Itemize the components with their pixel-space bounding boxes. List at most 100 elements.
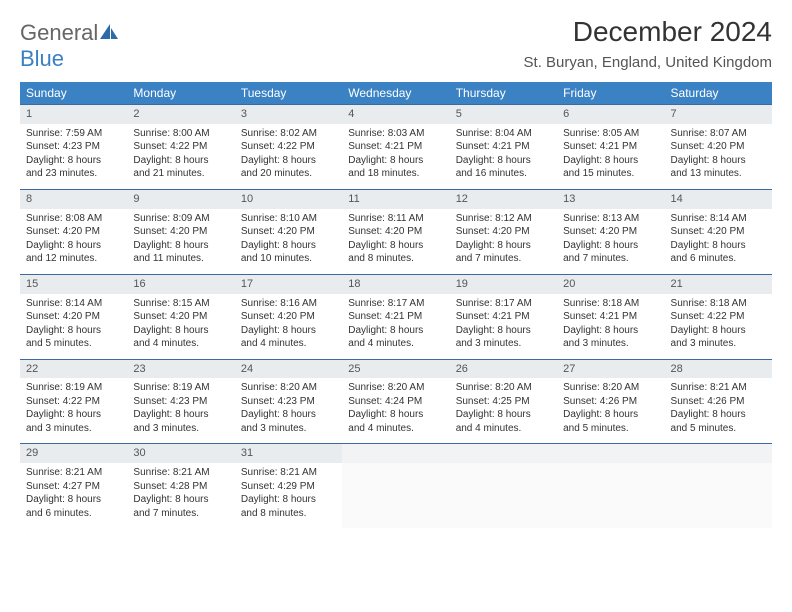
daylight-text: and 20 minutes. — [241, 167, 336, 181]
daylight-text: and 3 minutes. — [133, 422, 228, 436]
day-number-cell: 10 — [235, 189, 342, 208]
sunset-text: Sunset: 4:20 PM — [671, 140, 766, 154]
sunrise-text: Sunrise: 8:00 AM — [133, 127, 228, 141]
dow-header: Thursday — [450, 82, 557, 105]
daylight-text: and 8 minutes. — [241, 507, 336, 521]
daylight-text: Daylight: 8 hours — [26, 154, 121, 168]
daylight-text: and 7 minutes. — [563, 252, 658, 266]
daylight-text: and 5 minutes. — [26, 337, 121, 351]
sunrise-text: Sunrise: 8:04 AM — [456, 127, 551, 141]
sunset-text: Sunset: 4:22 PM — [26, 395, 121, 409]
day-number-cell: 31 — [235, 444, 342, 463]
sunset-text: Sunset: 4:21 PM — [348, 310, 443, 324]
day-details-cell: Sunrise: 8:21 AMSunset: 4:26 PMDaylight:… — [665, 378, 772, 444]
day-number-cell: 24 — [235, 359, 342, 378]
day-details-cell: Sunrise: 7:59 AMSunset: 4:23 PMDaylight:… — [20, 124, 127, 190]
daylight-text: Daylight: 8 hours — [563, 324, 658, 338]
brand-part1: General — [20, 20, 98, 45]
daylight-text: and 18 minutes. — [348, 167, 443, 181]
day-number-cell: 15 — [20, 274, 127, 293]
day-details-cell: Sunrise: 8:04 AMSunset: 4:21 PMDaylight:… — [450, 124, 557, 190]
day-number-cell: 14 — [665, 189, 772, 208]
day-number-cell: 7 — [665, 105, 772, 124]
day-number-cell: 27 — [557, 359, 664, 378]
dow-header: Wednesday — [342, 82, 449, 105]
daylight-text: and 3 minutes. — [563, 337, 658, 351]
day-number-cell: 3 — [235, 105, 342, 124]
day-details-cell: Sunrise: 8:07 AMSunset: 4:20 PMDaylight:… — [665, 124, 772, 190]
calendar-body: 1234567Sunrise: 7:59 AMSunset: 4:23 PMDa… — [20, 105, 772, 529]
day-details-cell: Sunrise: 8:20 AMSunset: 4:24 PMDaylight:… — [342, 378, 449, 444]
sunset-text: Sunset: 4:20 PM — [241, 225, 336, 239]
sunrise-text: Sunrise: 8:14 AM — [671, 212, 766, 226]
day-number-cell: 21 — [665, 274, 772, 293]
daylight-text: and 3 minutes. — [456, 337, 551, 351]
day-number-cell: 6 — [557, 105, 664, 124]
daylight-text: Daylight: 8 hours — [456, 239, 551, 253]
daylight-text: and 12 minutes. — [26, 252, 121, 266]
day-details-cell: Sunrise: 8:18 AMSunset: 4:22 PMDaylight:… — [665, 294, 772, 360]
sunset-text: Sunset: 4:22 PM — [133, 140, 228, 154]
week-daynum-row: 22232425262728 — [20, 359, 772, 378]
sunset-text: Sunset: 4:22 PM — [241, 140, 336, 154]
header: General Blue December 2024 St. Buryan, E… — [20, 16, 772, 72]
week-details-row: Sunrise: 8:21 AMSunset: 4:27 PMDaylight:… — [20, 463, 772, 528]
sunset-text: Sunset: 4:20 PM — [563, 225, 658, 239]
daylight-text: and 7 minutes. — [133, 507, 228, 521]
sunrise-text: Sunrise: 8:07 AM — [671, 127, 766, 141]
calendar-table: SundayMondayTuesdayWednesdayThursdayFrid… — [20, 82, 772, 528]
dow-header: Sunday — [20, 82, 127, 105]
sunrise-text: Sunrise: 8:20 AM — [241, 381, 336, 395]
days-of-week-row: SundayMondayTuesdayWednesdayThursdayFrid… — [20, 82, 772, 105]
day-details-cell — [450, 463, 557, 528]
sunset-text: Sunset: 4:21 PM — [563, 310, 658, 324]
sunrise-text: Sunrise: 8:16 AM — [241, 297, 336, 311]
day-number-cell: 26 — [450, 359, 557, 378]
day-number-cell — [557, 444, 664, 463]
sunrise-text: Sunrise: 8:09 AM — [133, 212, 228, 226]
sunset-text: Sunset: 4:21 PM — [348, 140, 443, 154]
daylight-text: and 3 minutes. — [671, 337, 766, 351]
daylight-text: Daylight: 8 hours — [241, 408, 336, 422]
day-number-cell: 18 — [342, 274, 449, 293]
week-daynum-row: 293031 — [20, 444, 772, 463]
sunset-text: Sunset: 4:29 PM — [241, 480, 336, 494]
sunrise-text: Sunrise: 8:08 AM — [26, 212, 121, 226]
sunrise-text: Sunrise: 8:03 AM — [348, 127, 443, 141]
day-number-cell: 30 — [127, 444, 234, 463]
day-details-cell — [342, 463, 449, 528]
day-details-cell: Sunrise: 8:21 AMSunset: 4:27 PMDaylight:… — [20, 463, 127, 528]
daylight-text: Daylight: 8 hours — [241, 154, 336, 168]
sunrise-text: Sunrise: 8:21 AM — [671, 381, 766, 395]
daylight-text: and 4 minutes. — [348, 422, 443, 436]
sail-icon — [100, 20, 118, 46]
daylight-text: Daylight: 8 hours — [456, 324, 551, 338]
sunset-text: Sunset: 4:22 PM — [671, 310, 766, 324]
daylight-text: Daylight: 8 hours — [671, 239, 766, 253]
daylight-text: Daylight: 8 hours — [133, 408, 228, 422]
daylight-text: and 6 minutes. — [26, 507, 121, 521]
week-daynum-row: 15161718192021 — [20, 274, 772, 293]
sunrise-text: Sunrise: 8:18 AM — [563, 297, 658, 311]
daylight-text: and 5 minutes. — [563, 422, 658, 436]
daylight-text: and 23 minutes. — [26, 167, 121, 181]
sunset-text: Sunset: 4:25 PM — [456, 395, 551, 409]
day-number-cell: 22 — [20, 359, 127, 378]
sunset-text: Sunset: 4:23 PM — [241, 395, 336, 409]
daylight-text: and 7 minutes. — [456, 252, 551, 266]
sunrise-text: Sunrise: 8:20 AM — [348, 381, 443, 395]
day-number-cell — [450, 444, 557, 463]
day-details-cell: Sunrise: 8:03 AMSunset: 4:21 PMDaylight:… — [342, 124, 449, 190]
sunset-text: Sunset: 4:23 PM — [133, 395, 228, 409]
day-number-cell: 25 — [342, 359, 449, 378]
day-number-cell: 13 — [557, 189, 664, 208]
sunrise-text: Sunrise: 7:59 AM — [26, 127, 121, 141]
sunrise-text: Sunrise: 8:17 AM — [456, 297, 551, 311]
brand-logo: General Blue — [20, 20, 118, 72]
day-number-cell: 20 — [557, 274, 664, 293]
day-number-cell — [342, 444, 449, 463]
day-details-cell: Sunrise: 8:14 AMSunset: 4:20 PMDaylight:… — [20, 294, 127, 360]
sunrise-text: Sunrise: 8:18 AM — [671, 297, 766, 311]
daylight-text: Daylight: 8 hours — [241, 324, 336, 338]
day-details-cell: Sunrise: 8:05 AMSunset: 4:21 PMDaylight:… — [557, 124, 664, 190]
